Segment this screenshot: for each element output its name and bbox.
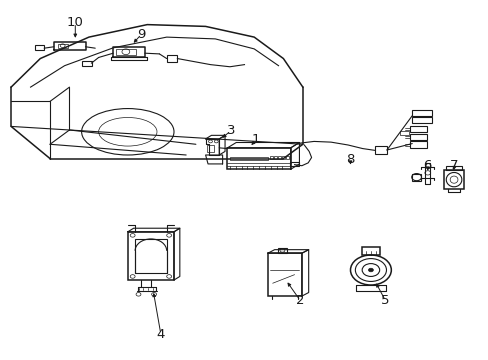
Bar [267,253,301,296]
Bar [227,148,290,169]
Bar [277,248,287,253]
Bar [35,45,44,50]
Text: 7: 7 [449,159,458,172]
Text: 4: 4 [156,328,165,341]
Bar [127,232,174,280]
Text: 5: 5 [381,294,389,307]
Text: 6: 6 [423,159,431,172]
Bar [362,247,379,255]
Bar [206,145,213,152]
Bar [81,61,92,66]
Bar [411,110,431,116]
Bar [285,157,288,158]
Bar [166,55,177,62]
Bar [229,157,267,160]
Ellipse shape [368,268,372,272]
Bar [411,174,421,181]
Bar [409,134,426,140]
Bar [443,170,463,189]
Text: 9: 9 [137,28,145,41]
Bar [274,157,277,158]
Bar [116,49,135,55]
Text: 10: 10 [67,16,83,29]
Text: 3: 3 [226,124,235,137]
Text: 1: 1 [251,134,260,147]
Bar [289,162,299,166]
Bar [409,126,426,132]
Bar [409,141,426,148]
Bar [278,157,281,158]
Text: 8: 8 [346,153,354,166]
Bar [270,157,273,158]
Bar [135,239,166,273]
Bar [411,117,431,123]
Bar [58,44,67,48]
Bar [282,157,285,158]
Text: 2: 2 [296,294,304,307]
Bar [399,131,408,135]
Bar [374,146,386,154]
Bar [445,166,461,170]
